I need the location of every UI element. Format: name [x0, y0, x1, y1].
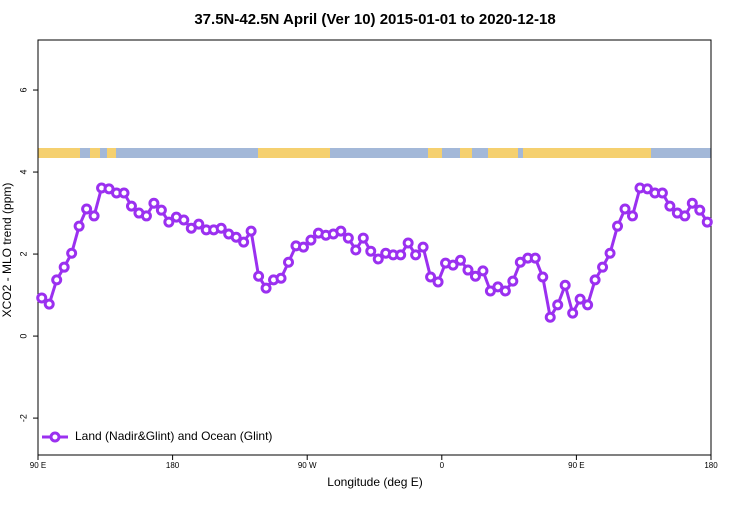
x-axis-label: Longitude (deg E)	[327, 475, 422, 489]
legend-marker	[49, 431, 61, 443]
point	[664, 200, 676, 212]
point	[686, 197, 698, 209]
land-band	[258, 148, 330, 158]
point	[178, 214, 190, 226]
point	[432, 276, 444, 288]
point	[626, 210, 638, 222]
point	[679, 210, 691, 222]
land-band	[523, 148, 651, 158]
legend-label: Land (Nadir&Glint) and Ocean (Glint)	[75, 429, 272, 443]
point	[410, 249, 422, 261]
point	[140, 210, 152, 222]
point	[694, 204, 706, 216]
point	[604, 247, 616, 259]
point	[499, 285, 511, 297]
point	[395, 249, 407, 261]
land-band	[90, 148, 100, 158]
point	[51, 274, 63, 286]
point	[297, 241, 309, 253]
point	[350, 244, 362, 256]
point	[73, 220, 85, 232]
y-tick-label: -2	[18, 414, 28, 422]
point	[447, 259, 459, 271]
point	[537, 271, 549, 283]
point	[477, 265, 489, 277]
point	[305, 234, 317, 246]
point	[342, 232, 354, 244]
point	[462, 264, 474, 276]
point	[253, 270, 265, 282]
point	[582, 299, 594, 311]
point	[567, 307, 579, 319]
point	[193, 218, 205, 230]
y-axis-label: XCO2 - MLO trend (ppm)	[0, 183, 14, 318]
point	[589, 274, 601, 286]
point	[36, 292, 48, 304]
x-tick-label: 180	[704, 461, 718, 470]
chart-title: 37.5N-42.5N April (Ver 10) 2015-01-01 to…	[194, 11, 555, 28]
point	[125, 200, 137, 212]
point	[335, 225, 347, 237]
point	[559, 279, 571, 291]
point	[81, 203, 93, 215]
y-tick-label: 2	[18, 252, 28, 257]
point	[507, 275, 519, 287]
point	[372, 253, 384, 265]
land-band	[38, 148, 80, 158]
x-tick-label: 90 E	[568, 461, 584, 470]
point	[66, 247, 78, 259]
point	[58, 261, 70, 273]
point	[43, 298, 55, 310]
point	[245, 225, 257, 237]
point	[619, 203, 631, 215]
point	[552, 299, 564, 311]
point	[275, 272, 287, 284]
point	[544, 311, 556, 323]
point	[215, 222, 227, 234]
x-tick-label: 90 E	[30, 461, 46, 470]
land-band	[460, 148, 472, 158]
point	[155, 204, 167, 216]
map-strip	[38, 148, 711, 158]
point	[701, 216, 713, 228]
y-tick-label: 6	[18, 88, 28, 93]
point	[238, 236, 250, 248]
x-tick-label: 180	[166, 461, 180, 470]
x-tick-label: 0	[440, 461, 445, 470]
y-tick-label: 0	[18, 334, 28, 339]
point	[163, 216, 175, 228]
point	[529, 252, 541, 264]
point	[574, 293, 586, 305]
point	[469, 270, 481, 282]
point	[148, 197, 160, 209]
point	[656, 187, 668, 199]
point	[283, 256, 295, 268]
plot-frame	[37, 39, 712, 456]
point	[454, 254, 466, 266]
point	[417, 241, 429, 253]
land-band	[428, 148, 442, 158]
point	[402, 237, 414, 249]
point	[260, 282, 272, 294]
point	[597, 261, 609, 273]
x-tick-label: 90 W	[298, 461, 317, 470]
ocean-band	[38, 148, 711, 158]
point	[88, 210, 100, 222]
point	[118, 187, 130, 199]
point	[357, 232, 369, 244]
y-tick-label: 4	[18, 170, 28, 175]
point	[365, 245, 377, 257]
land-band	[488, 148, 518, 158]
point	[425, 271, 437, 283]
land-band	[107, 148, 116, 158]
point	[612, 220, 624, 232]
point	[230, 231, 242, 243]
